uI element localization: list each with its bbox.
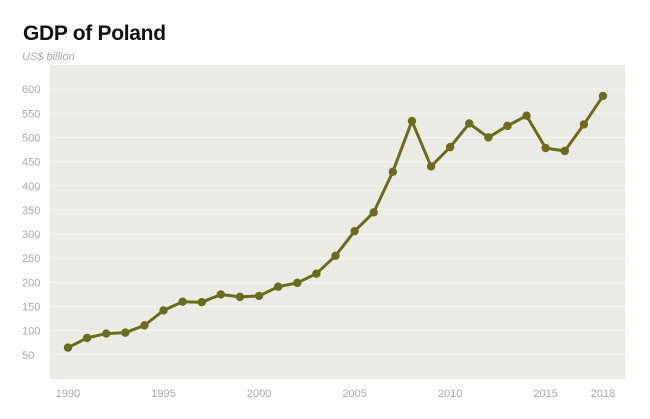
x-tick-label: 1990 bbox=[56, 388, 80, 400]
x-tick-label: 2005 bbox=[342, 388, 366, 400]
data-point bbox=[560, 146, 569, 156]
data-point bbox=[503, 121, 512, 131]
data-point bbox=[121, 328, 130, 337]
data-point bbox=[197, 297, 206, 307]
plot-area bbox=[50, 65, 625, 379]
y-tick-label: 450 bbox=[22, 157, 40, 169]
y-tick-label: 50 bbox=[22, 350, 34, 362]
y-tick-label: 400 bbox=[22, 181, 40, 193]
data-point bbox=[216, 290, 226, 299]
data-point bbox=[82, 333, 92, 343]
data-point bbox=[102, 329, 111, 338]
data-point bbox=[541, 143, 550, 153]
data-point bbox=[522, 111, 531, 120]
y-tick-label: 300 bbox=[22, 229, 40, 241]
y-tick-label: 550 bbox=[22, 108, 40, 120]
y-tick-label: 500 bbox=[22, 132, 40, 144]
data-point bbox=[465, 119, 474, 128]
data-point bbox=[388, 167, 398, 176]
y-tick-label: 600 bbox=[22, 84, 40, 96]
data-point bbox=[254, 291, 264, 301]
data-point bbox=[178, 297, 187, 306]
y-tick-label: 150 bbox=[22, 302, 40, 314]
data-point bbox=[235, 292, 245, 302]
x-tick-label: 2010 bbox=[438, 388, 462, 400]
x-tick-label: 1995 bbox=[151, 388, 175, 400]
data-point bbox=[369, 208, 378, 217]
data-point bbox=[273, 282, 283, 291]
data-point bbox=[484, 133, 493, 142]
y-tick-label: 350 bbox=[22, 205, 40, 217]
data-point bbox=[312, 269, 321, 278]
x-tick-label: 2018 bbox=[591, 388, 615, 400]
data-point bbox=[293, 278, 302, 288]
data-point bbox=[140, 321, 149, 330]
data-point bbox=[331, 251, 340, 261]
chart-title: GDP of Poland bbox=[23, 22, 166, 45]
y-tick-label: 200 bbox=[22, 277, 40, 289]
data-point bbox=[579, 120, 589, 129]
data-point bbox=[159, 306, 168, 315]
data-point bbox=[407, 116, 417, 126]
y-axis-unit-label: US$ billion bbox=[22, 51, 75, 63]
data-point bbox=[63, 343, 73, 352]
y-tick-label: 100 bbox=[22, 326, 40, 338]
data-point bbox=[598, 91, 608, 101]
data-point bbox=[426, 162, 436, 171]
data-point bbox=[445, 142, 455, 152]
y-tick-label: 250 bbox=[22, 253, 40, 265]
x-tick-label: 2000 bbox=[247, 388, 271, 400]
data-point bbox=[350, 226, 359, 236]
x-tick-label: 2015 bbox=[533, 388, 557, 400]
